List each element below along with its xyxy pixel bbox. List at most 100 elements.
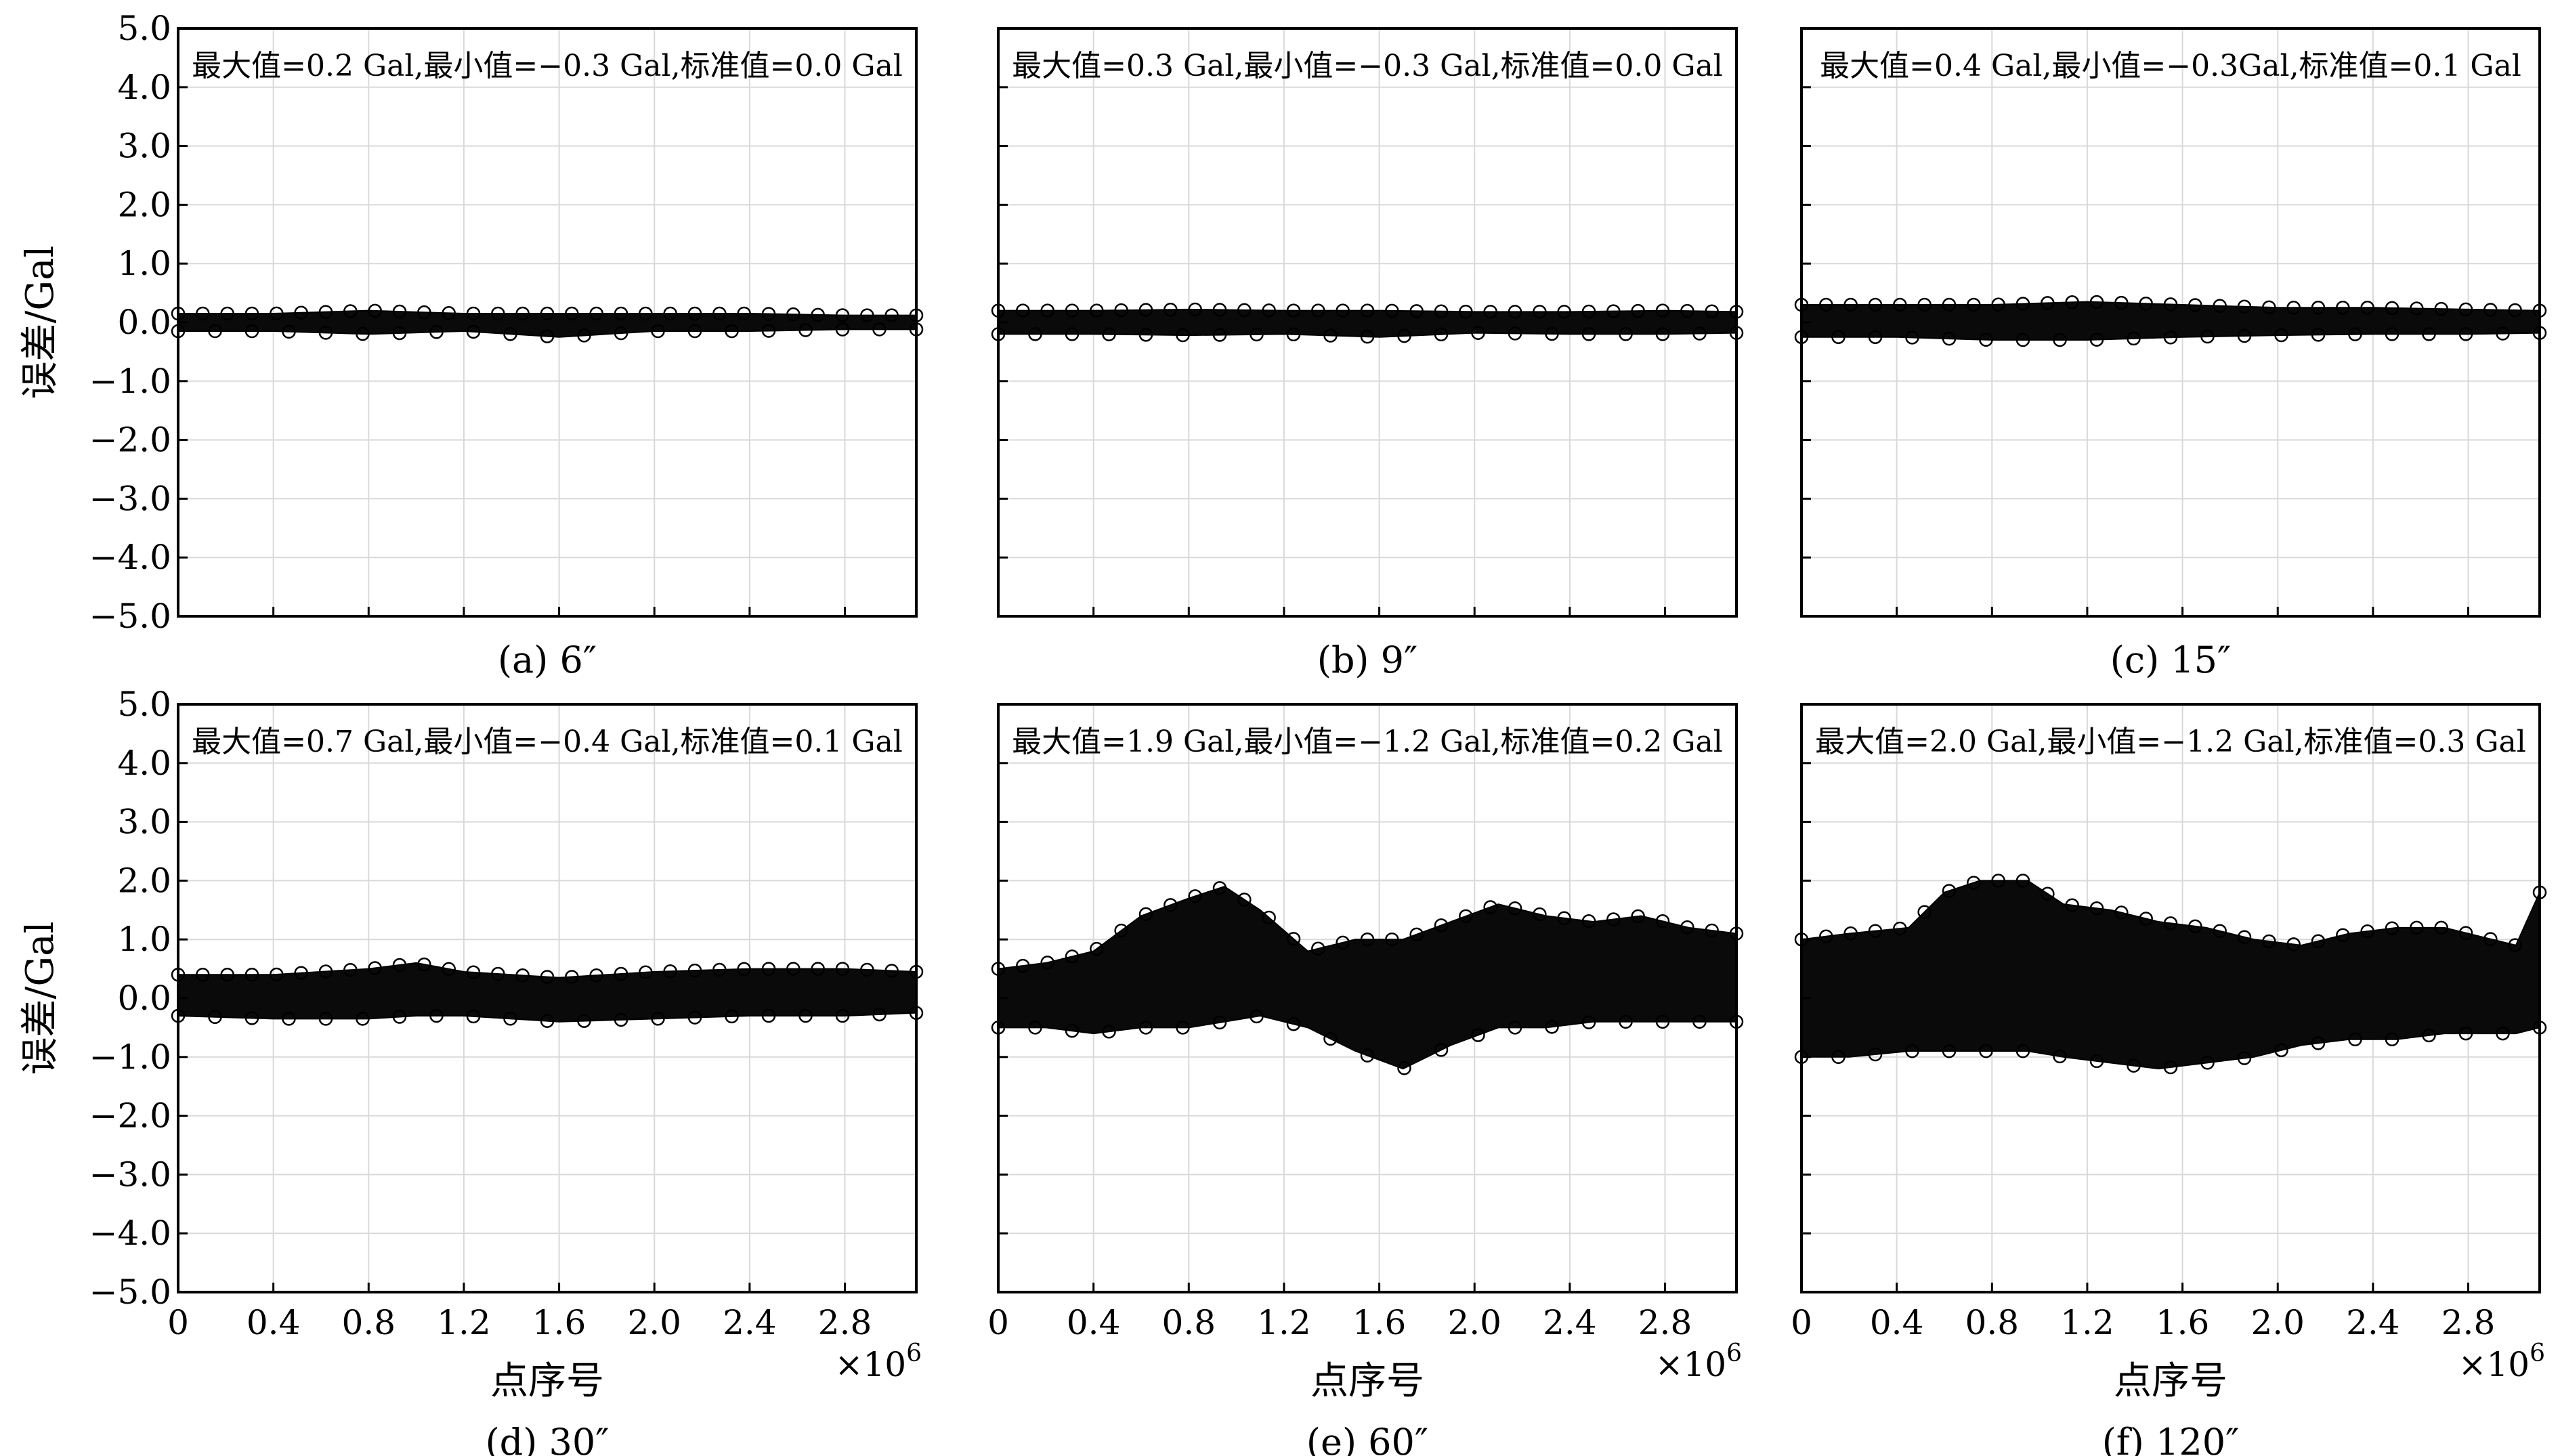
y-tick-label: −2.0 [89, 1096, 171, 1136]
panel-caption: (b) 9″ [1317, 639, 1417, 681]
scatter-point [1311, 303, 1325, 318]
scatter-point [1692, 326, 1707, 341]
scatter-point [2089, 295, 2104, 309]
scatter-point [1606, 304, 1621, 318]
scatter-point [1262, 303, 1276, 318]
scatter-point [2237, 930, 2252, 944]
scatter-point [1942, 1044, 1957, 1058]
scatter-point [1557, 911, 1571, 926]
scatter-point [1311, 941, 1325, 956]
x-multiplier-exp: 6 [906, 1340, 922, 1367]
x-tick-label: 1.2 [2060, 1303, 2114, 1342]
scatter-point [614, 966, 628, 981]
scatter-point [1680, 303, 1694, 318]
scatter-point [2200, 1056, 2215, 1070]
scatter-point [442, 306, 456, 320]
scatter-point [1323, 1031, 1338, 1046]
scatter-point [2089, 1054, 2104, 1069]
scatter-point [2262, 934, 2276, 949]
scatter-point [1459, 304, 1473, 319]
scatter-point [2065, 898, 2079, 912]
scatter-point [392, 304, 407, 319]
scatter-point [1917, 297, 1932, 312]
scatter-point [860, 308, 874, 322]
scatter-point [1655, 1014, 1670, 1029]
scatter-point [798, 1008, 813, 1023]
scatter-point [466, 306, 481, 321]
scatter-point [1090, 941, 1104, 956]
scatter-point [2065, 295, 2079, 309]
scatter-point [503, 327, 517, 341]
x-tick-label: 2.0 [1447, 1303, 1501, 1342]
scatter-point [220, 306, 234, 321]
scatter-point [208, 1010, 222, 1024]
scatter-point [811, 962, 825, 976]
scatter-point [663, 964, 677, 979]
scatter-point [282, 324, 296, 339]
scatter-point [687, 324, 702, 339]
x-tick-label: 0.4 [1067, 1303, 1121, 1342]
scatter-point [318, 326, 333, 340]
scatter-point [1631, 909, 1645, 924]
scatter-point [1967, 297, 1981, 312]
scatter-point [429, 1008, 444, 1023]
scatter-point [1868, 297, 1883, 312]
scatter-point [540, 970, 555, 984]
scatter-point [1831, 1050, 1846, 1065]
scatter-point [565, 306, 579, 321]
scatter-point [712, 962, 727, 977]
scatter-point [2015, 874, 2030, 888]
scatter-point [1385, 303, 1399, 318]
scatter-point [1434, 327, 1449, 342]
y-tick-label: 4.0 [117, 68, 171, 107]
x-tick-label: 1.2 [437, 1303, 491, 1342]
scatter-point [318, 305, 333, 319]
scatter-point [1164, 898, 1178, 912]
scatter-point [798, 323, 813, 337]
scatter-point [1905, 1044, 1919, 1058]
scatter-point [1868, 1047, 1883, 1062]
scatter-point [1655, 914, 1670, 928]
scatter-point [1991, 297, 2005, 312]
scatter-point [1065, 1023, 1080, 1038]
scatter-point [1090, 303, 1104, 318]
scatter-point [2348, 1032, 2362, 1047]
scatter-point [2053, 333, 2067, 347]
scatter-band [1801, 301, 2540, 341]
scatter-point [872, 322, 887, 337]
scatter-point [1016, 958, 1030, 973]
panel-caption: (d) 30″ [486, 1421, 610, 1456]
y-tick-label: −2.0 [89, 421, 171, 460]
scatter-band [998, 308, 1737, 338]
scatter-point [687, 963, 702, 978]
scatter-point [1188, 302, 1202, 317]
scatter-point [1323, 328, 1338, 343]
scatter-point [1533, 305, 1547, 319]
scatter-point [442, 962, 456, 977]
scatter-point [1065, 949, 1080, 964]
scatter-point [1138, 907, 1153, 922]
scatter-point [1114, 923, 1128, 938]
scatter-point [417, 957, 431, 972]
scatter-point [589, 968, 603, 983]
x-tick-label: 0 [167, 1303, 189, 1342]
scatter-point [639, 965, 653, 979]
scatter-point [1917, 905, 1932, 919]
scatter-point [515, 968, 530, 983]
scatter-point [1397, 328, 1411, 343]
scatter-point [1508, 901, 1522, 916]
x-tick-label: 1.2 [1257, 1303, 1311, 1342]
x-tick-label: 2.0 [2250, 1303, 2305, 1342]
scatter-point [1114, 303, 1128, 318]
scatter-point [1237, 303, 1252, 318]
scatter-point [2127, 331, 2141, 346]
scatter-point [2458, 327, 2473, 341]
scatter-point [1360, 329, 1375, 344]
stats-annotation: 最大值=0.2 Gal,最小值=−0.3 Gal,标准值=0.0 Gal [192, 49, 903, 83]
scatter-point [651, 324, 665, 339]
scatter-point [2163, 297, 2178, 312]
scatter-point [1819, 297, 1833, 312]
scatter-point [1336, 303, 1350, 318]
scatter-point [1581, 304, 1596, 319]
